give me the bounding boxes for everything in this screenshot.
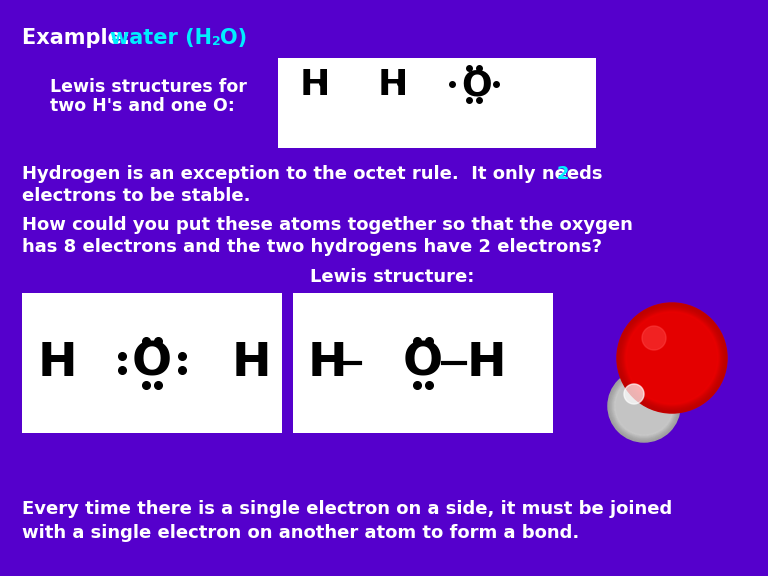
Circle shape — [618, 304, 726, 412]
Text: 2: 2 — [557, 165, 570, 183]
Circle shape — [617, 303, 727, 413]
Circle shape — [612, 374, 676, 438]
Circle shape — [610, 372, 678, 440]
Circle shape — [624, 310, 720, 406]
Circle shape — [621, 306, 723, 410]
Text: two H's and one O:: two H's and one O: — [50, 97, 235, 115]
Text: O): O) — [220, 28, 247, 48]
Text: electrons to be stable.: electrons to be stable. — [22, 187, 250, 205]
Text: How could you put these atoms together so that the oxygen: How could you put these atoms together s… — [22, 216, 633, 234]
Circle shape — [618, 305, 726, 411]
Circle shape — [615, 377, 673, 435]
Circle shape — [626, 312, 718, 404]
Circle shape — [617, 304, 727, 412]
Circle shape — [625, 311, 719, 405]
Circle shape — [611, 373, 677, 438]
Text: with a single electron on another atom to form a bond.: with a single electron on another atom t… — [22, 524, 579, 542]
Text: O: O — [403, 340, 443, 385]
Circle shape — [613, 374, 676, 438]
Text: H: H — [300, 68, 330, 102]
Text: H: H — [378, 68, 409, 102]
Circle shape — [611, 373, 677, 439]
Text: water (H: water (H — [110, 28, 212, 48]
Text: Lewis structure:: Lewis structure: — [310, 268, 475, 286]
FancyBboxPatch shape — [278, 58, 596, 148]
Text: has 8 electrons and the two hydrogens have 2 electrons?: has 8 electrons and the two hydrogens ha… — [22, 238, 602, 256]
Circle shape — [608, 370, 680, 441]
Circle shape — [620, 306, 724, 410]
Circle shape — [621, 307, 723, 409]
Text: Lewis structures for: Lewis structures for — [50, 78, 247, 96]
Circle shape — [619, 305, 725, 411]
Circle shape — [622, 308, 722, 408]
Circle shape — [620, 305, 724, 411]
Circle shape — [610, 372, 678, 441]
Circle shape — [614, 377, 674, 435]
FancyBboxPatch shape — [293, 293, 553, 433]
Circle shape — [614, 376, 674, 437]
Circle shape — [627, 313, 717, 404]
Circle shape — [624, 309, 720, 407]
Text: H: H — [467, 340, 507, 385]
Circle shape — [608, 370, 680, 442]
Circle shape — [624, 384, 644, 404]
FancyBboxPatch shape — [22, 293, 282, 433]
Text: Hydrogen is an exception to the octet rule.  It only needs: Hydrogen is an exception to the octet ru… — [22, 165, 609, 183]
Circle shape — [621, 308, 723, 408]
Text: Example:: Example: — [22, 28, 137, 48]
Text: H: H — [38, 340, 78, 385]
Circle shape — [642, 326, 666, 350]
Text: O: O — [132, 340, 172, 385]
Circle shape — [614, 376, 674, 436]
Text: O: O — [461, 68, 492, 102]
Circle shape — [623, 309, 721, 407]
Circle shape — [623, 309, 721, 407]
Text: Every time there is a single electron on a side, it must be joined: Every time there is a single electron on… — [22, 500, 672, 518]
Circle shape — [613, 375, 675, 437]
Circle shape — [625, 312, 719, 404]
Text: H: H — [232, 340, 272, 385]
Circle shape — [608, 370, 680, 442]
Text: 2: 2 — [212, 35, 220, 48]
Circle shape — [617, 303, 727, 413]
Circle shape — [611, 373, 677, 439]
Circle shape — [624, 310, 720, 406]
Circle shape — [609, 371, 679, 441]
Text: H: H — [308, 340, 348, 385]
